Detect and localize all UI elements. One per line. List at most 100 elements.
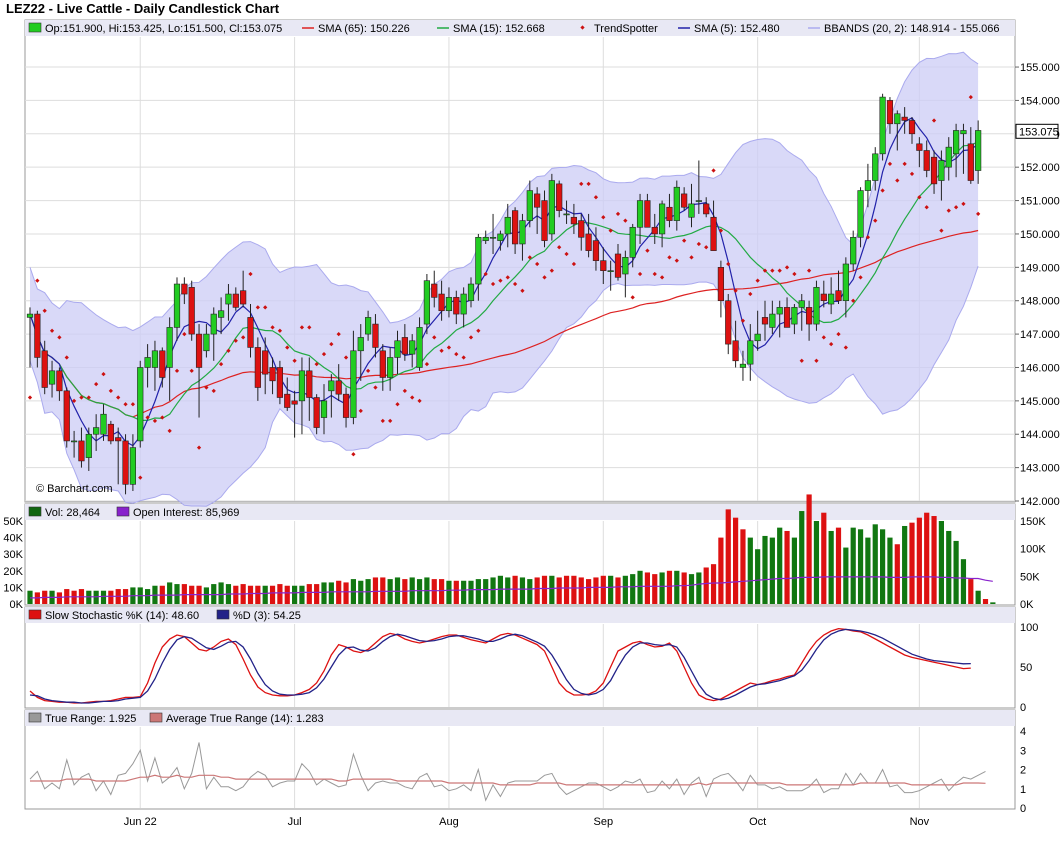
volume-left-tick: 40K [3, 533, 23, 545]
candle [159, 347, 166, 388]
candle [872, 147, 879, 191]
candle-body [813, 287, 820, 325]
candle-body [195, 333, 203, 368]
candle-body [952, 130, 960, 155]
bollinger-upper-line [29, 51, 979, 332]
candle-body [791, 307, 798, 325]
candle-body [48, 370, 56, 385]
volume-bar [306, 584, 312, 604]
legend-item: Vol: 28,464 [28, 506, 100, 519]
candle [41, 340, 48, 395]
trendspotter-dot [946, 208, 951, 213]
candle-body [431, 283, 438, 298]
candle [666, 193, 673, 228]
candle [26, 307, 34, 368]
candle [923, 140, 930, 178]
volume-bar [762, 535, 768, 604]
candle-body [548, 180, 555, 235]
volume-bar [733, 517, 739, 604]
candle-body [350, 350, 357, 418]
bollinger-band-area [30, 52, 979, 507]
candle-body [585, 233, 592, 251]
candle [379, 344, 386, 391]
volume-bar [615, 577, 621, 604]
candle-body [166, 327, 173, 368]
volume-bar [578, 577, 584, 604]
trendspotter-dot [711, 168, 716, 173]
candle-body [129, 447, 137, 485]
legends: Op:151.900, Hi:153.425, Lo:151.500, Cl:1… [28, 22, 1000, 725]
candle-body [328, 380, 335, 392]
candle [247, 304, 254, 358]
candle [218, 297, 225, 335]
trendspotter-dot [417, 398, 422, 403]
trendspotter-dot [358, 408, 363, 413]
candle [313, 394, 320, 435]
candle-body [916, 143, 923, 151]
candle-body [828, 293, 835, 305]
volume-bar [931, 516, 937, 604]
candle [357, 324, 364, 381]
price-tick-label: 143.000 [1020, 463, 1060, 475]
volume-bar [652, 574, 658, 604]
trendspotter-dot [351, 452, 356, 457]
volume-bar [681, 572, 687, 604]
bollinger-lower-line [29, 265, 979, 507]
volume-bar [203, 587, 209, 604]
volume-left-tick: 30K [3, 549, 23, 561]
candle-body [445, 297, 453, 312]
candle [732, 320, 739, 368]
candle [438, 280, 445, 321]
candle-body [475, 236, 482, 285]
candle-body [34, 313, 41, 358]
candle-body [636, 200, 644, 228]
candle [387, 347, 394, 391]
price-tick-label: 144.000 [1020, 429, 1060, 441]
candle [938, 150, 945, 201]
candle-body [416, 327, 423, 368]
volume-bar [527, 579, 533, 604]
candle [607, 260, 614, 291]
trendspotter-dot [263, 305, 268, 310]
candle-body [901, 116, 908, 121]
x-axis-label: Oct [749, 816, 766, 828]
candle [137, 360, 144, 448]
candle [71, 430, 78, 458]
candle [916, 137, 923, 168]
candle [188, 280, 195, 341]
candle [431, 270, 438, 308]
candle-body [453, 297, 460, 315]
candle-body [218, 310, 225, 318]
trendspotter-dot [255, 305, 260, 310]
trendspotter-dot [167, 428, 172, 434]
candle [747, 324, 754, 381]
legend-label: Vol: 28,464 [45, 507, 100, 519]
candle [629, 223, 636, 268]
price-tick-label: 142.000 [1020, 496, 1060, 508]
trendspotter-dot [909, 171, 915, 176]
candle [556, 180, 563, 218]
candle-body [783, 307, 791, 328]
volume-bar [56, 592, 62, 604]
legend-swatch-box [116, 506, 130, 517]
candle-body [489, 236, 497, 239]
volume-left-tick: 50K [3, 516, 23, 528]
candle [342, 387, 350, 428]
candle [857, 187, 864, 248]
volume-bar [519, 577, 526, 604]
volume-bar [100, 590, 107, 604]
candle [467, 277, 475, 308]
candle [107, 420, 114, 445]
candle [614, 243, 622, 281]
volume-bar [505, 577, 511, 604]
candle [622, 250, 629, 298]
candle [886, 97, 894, 134]
candle [328, 374, 335, 418]
trendspotter-dot [748, 291, 753, 297]
volume-bar [718, 537, 724, 604]
volume-bars [27, 494, 996, 604]
candle [284, 377, 291, 411]
volume-bar [644, 572, 650, 604]
candle-body [210, 313, 217, 335]
volume-bar [218, 582, 224, 604]
